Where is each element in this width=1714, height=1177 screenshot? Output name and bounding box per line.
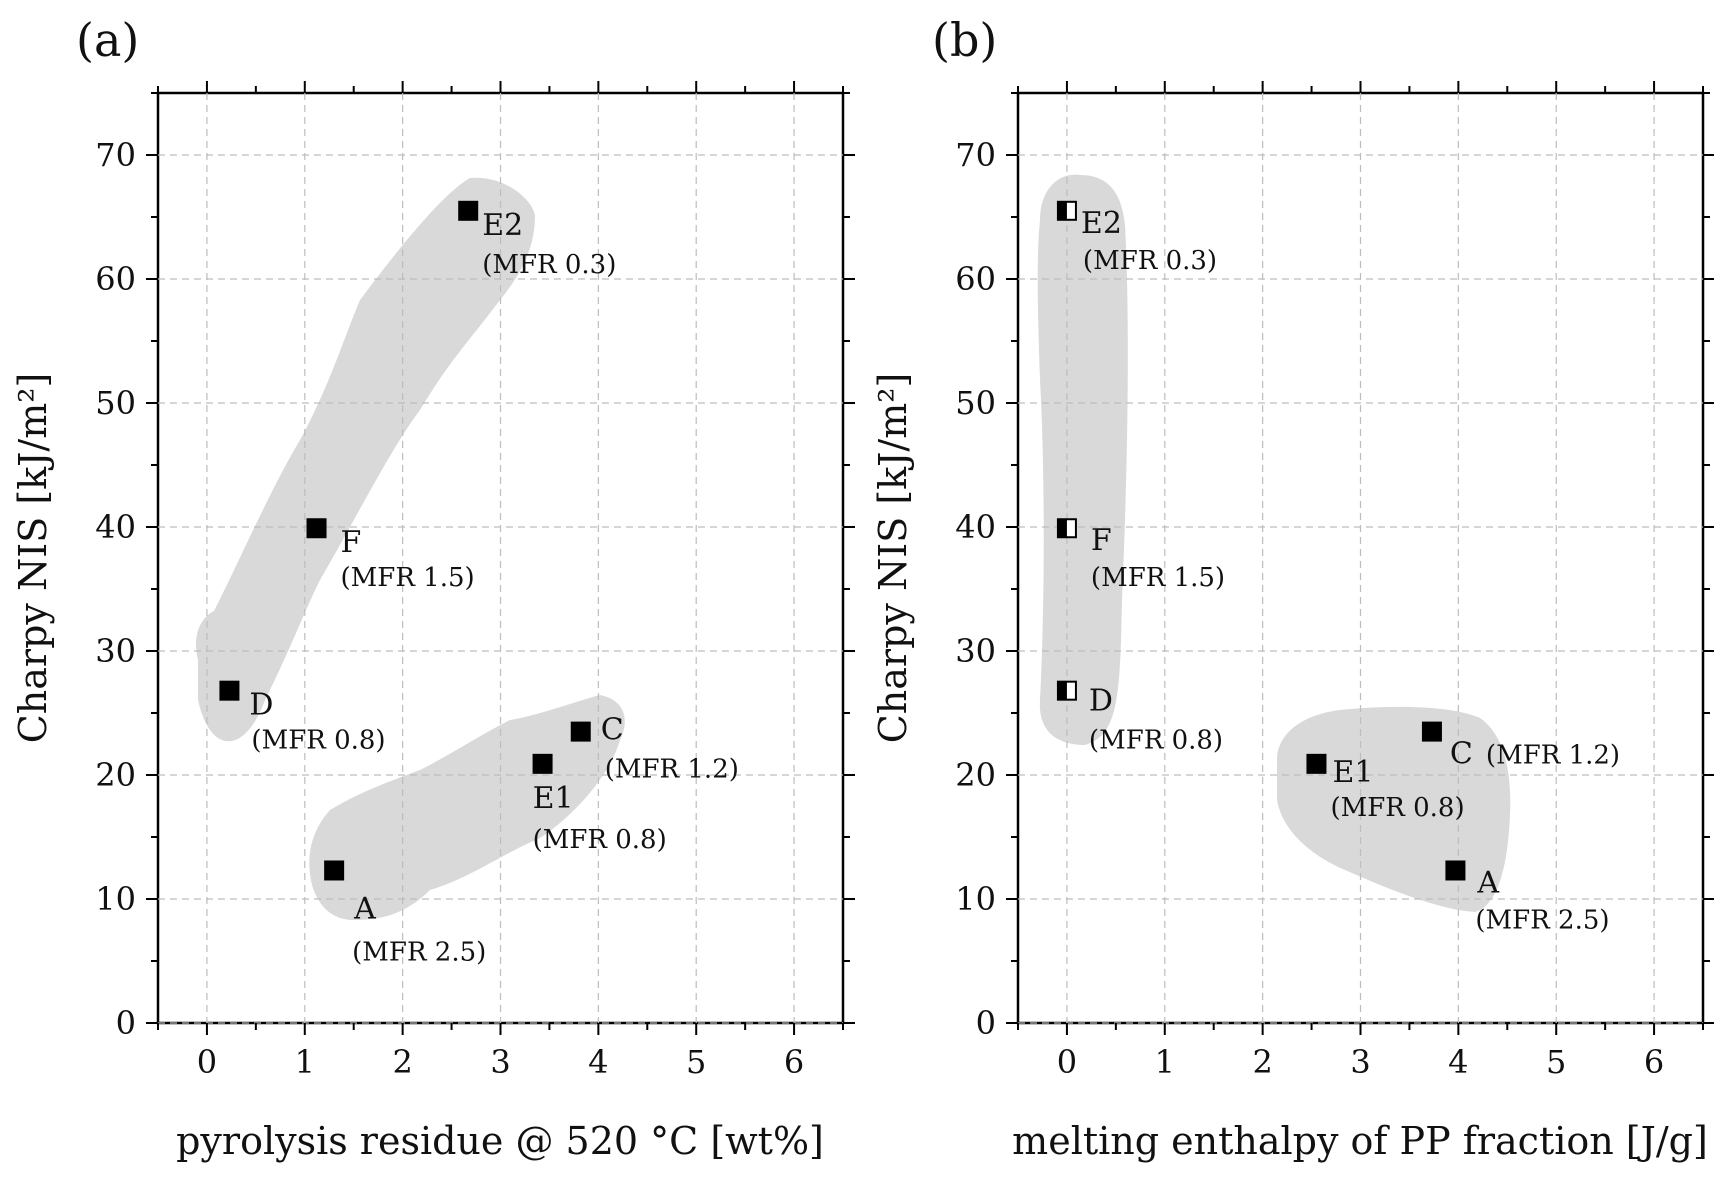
data-point-d (219, 680, 240, 701)
y-tick-label: 40 (955, 508, 996, 546)
x-tick-label: 5 (686, 1043, 706, 1081)
point-mfr-a: (MFR 2.5) (352, 937, 486, 967)
data-point-c (1421, 721, 1442, 742)
point-label-c: C (601, 713, 624, 748)
y-tick-label: 20 (955, 756, 996, 794)
point-label-e1: E1 (1332, 755, 1373, 790)
x-tick-label: 1 (295, 1043, 315, 1081)
point-mfr-a: (MFR 2.5) (1475, 905, 1609, 935)
point-label-d: D (1089, 684, 1113, 719)
y-tick-label: 10 (955, 880, 996, 918)
point-mfr-e1: (MFR 0.8) (1330, 793, 1464, 823)
point-label-f: F (1091, 523, 1112, 558)
x-tick-label: 3 (1350, 1043, 1370, 1081)
data-point-f (306, 518, 327, 539)
y-tick-label: 70 (95, 136, 136, 174)
point-label-c: C (1450, 737, 1473, 772)
data-point-e1 (532, 753, 553, 774)
y-axis-title-b: Charpy NIS [kJ/m²] (871, 373, 915, 744)
y-tick-label: 40 (95, 508, 136, 546)
x-tick-label: 6 (784, 1043, 804, 1081)
cluster-region-b-high (1037, 174, 1128, 745)
points-a: E2(MFR 0.3)F(MFR 1.5)D(MFR 0.8) C(MFR 1.2… (219, 200, 739, 967)
panel-label-a: (a) (76, 13, 139, 67)
y-tick-label: 30 (95, 632, 136, 670)
point-label-e2: E2 (1081, 206, 1122, 241)
y-tick-label: 60 (95, 260, 136, 298)
point-label-f: F (341, 525, 362, 560)
y-tick-label: 30 (955, 632, 996, 670)
x-tick-label: 1 (1155, 1043, 1175, 1081)
y-tick-label: 10 (95, 880, 136, 918)
data-point-half-fill (1057, 681, 1067, 700)
data-point-half-fill (1057, 201, 1067, 220)
y-tick-label: 20 (95, 756, 136, 794)
data-point-half-fill (1057, 519, 1067, 538)
points-b: E2 (MFR 0.3) F (MFR 1.5) D (MFR 0.8) C (MFR 1.2… (1056, 200, 1620, 935)
x-tick-label: 3 (490, 1043, 510, 1081)
point-label-e1: E1 (533, 781, 574, 816)
x-tick-label: 0 (1057, 1043, 1077, 1081)
data-point-a (324, 860, 345, 881)
x-tick-label: 4 (588, 1043, 608, 1081)
y-tick-label: 60 (955, 260, 996, 298)
point-mfr-f: (MFR 1.5) (1091, 563, 1225, 593)
x-axis-title-b: melting enthalpy of PP fraction [J/g] (1012, 1119, 1708, 1163)
x-axis-title-a: pyrolysis residue @ 520 °C [wt%] (176, 1119, 824, 1163)
x-tick-label: 4 (1448, 1043, 1468, 1081)
x-tick-label: 0 (197, 1043, 217, 1081)
cluster-region-a-low (309, 695, 625, 920)
point-mfr-c: (MFR 1.2) (605, 755, 739, 785)
grid-a (158, 93, 843, 1024)
x-tick-label: 2 (1252, 1043, 1272, 1081)
y-tick-label: 70 (955, 136, 996, 174)
point-mfr-e1: (MFR 0.8) (533, 825, 667, 855)
point-mfr-d: (MFR 0.8) (1089, 726, 1223, 756)
data-point-a (1445, 860, 1466, 881)
point-mfr-e2: (MFR 0.3) (482, 250, 616, 280)
point-mfr-e2: (MFR 0.3) (1083, 246, 1217, 276)
data-point-e2 (458, 200, 479, 221)
point-mfr-c: (MFR 1.2) (1486, 741, 1620, 771)
cluster-region-a-high (195, 177, 536, 742)
point-label-e2: E2 (482, 208, 523, 243)
point-mfr-f: (MFR 1.5) (341, 563, 475, 593)
point-label-a: A (1476, 865, 1499, 900)
y-tick-label: 0 (116, 1004, 136, 1042)
y-tick-label: 0 (976, 1004, 996, 1042)
data-point-e1 (1306, 753, 1327, 774)
point-mfr-d: (MFR 0.8) (251, 726, 385, 756)
y-tick-label: 50 (95, 384, 136, 422)
x-tick-label: 5 (1546, 1043, 1566, 1081)
x-tick-label: 2 (392, 1043, 412, 1081)
point-label-d: D (249, 688, 273, 723)
x-tick-label: 6 (1644, 1043, 1664, 1081)
panel-label-b: (b) (932, 13, 997, 67)
y-axis-title-a: Charpy NIS [kJ/m²] (11, 373, 55, 744)
data-point-c (570, 721, 591, 742)
point-label-a: A (353, 891, 376, 926)
y-tick-label: 50 (955, 384, 996, 422)
